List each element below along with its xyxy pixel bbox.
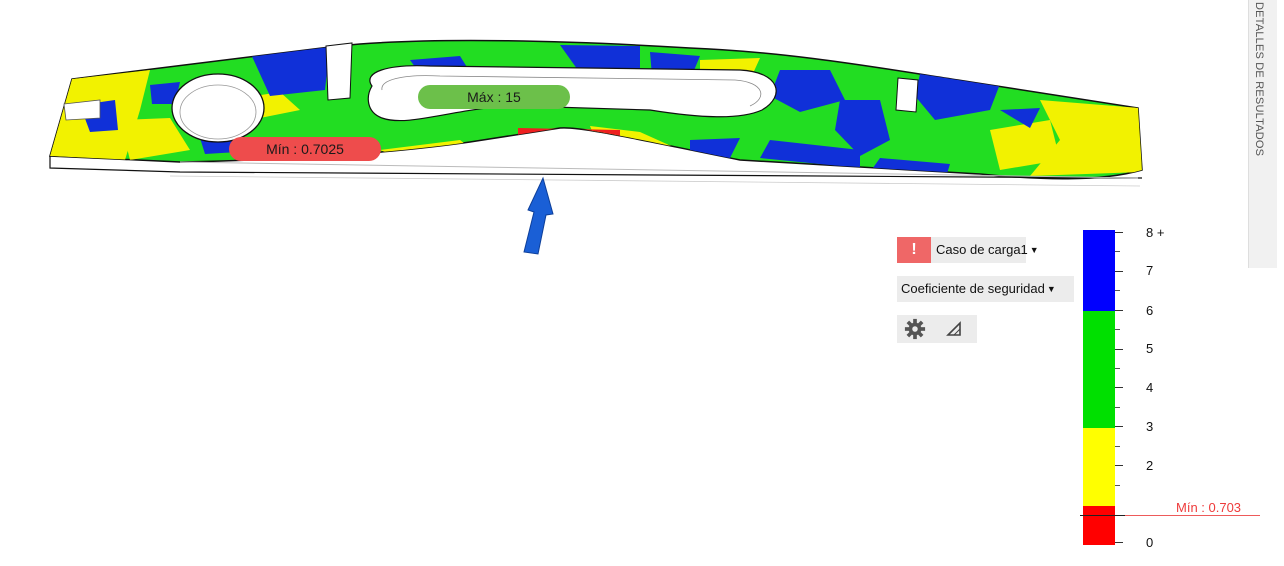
legend-tick <box>1115 271 1123 272</box>
legend-tick-minor <box>1115 407 1120 408</box>
legend-tick-minor <box>1115 446 1120 447</box>
legend-tick-minor <box>1115 251 1120 252</box>
result-type-label: Coeficiente de seguridad <box>901 281 1045 296</box>
warning-icon[interactable]: ! <box>897 237 931 263</box>
part-model[interactable] <box>49 39 1143 187</box>
legend-label: 2 <box>1146 458 1154 473</box>
legend-tick <box>1115 542 1123 543</box>
min-value-badge: Mín : 0.7025 <box>229 137 381 161</box>
legend-tick-minor <box>1115 290 1120 291</box>
load-case-label: Caso de carga1 <box>936 242 1028 257</box>
legend-label: 0 <box>1146 535 1154 550</box>
load-case-dropdown[interactable]: ! Caso de carga1 ▼ <box>897 237 1039 263</box>
legend-min-tick <box>1080 515 1125 516</box>
legend-min-label: Mín : 0.703 <box>1176 500 1242 515</box>
legend-label: 5 <box>1146 341 1154 356</box>
load-arrow-icon <box>523 176 554 255</box>
legend-tick <box>1115 232 1123 233</box>
chevron-down-icon: ▼ <box>1029 245 1039 255</box>
chevron-down-icon: ▼ <box>1046 284 1056 294</box>
gear-icon[interactable] <box>904 318 926 340</box>
legend-tick <box>1115 465 1123 466</box>
legend-label: 3 <box>1146 419 1154 434</box>
legend-band-green <box>1083 311 1115 428</box>
legend-tools <box>897 315 977 343</box>
legend-band-blue <box>1083 230 1115 311</box>
legend-band-red <box>1083 506 1115 545</box>
legend-band-yellow <box>1083 428 1115 506</box>
triangle-probe-icon[interactable] <box>945 320 963 338</box>
3d-viewport[interactable]: Máx : 15 Mín : 0.7025 <box>0 0 1240 566</box>
legend-label: 7 <box>1146 263 1154 278</box>
legend-tick-minor <box>1115 368 1120 369</box>
color-legend: 8 + 7 6 5 4 3 2 0 Mín : 0.703 <box>1080 225 1270 550</box>
legend-color-bar <box>1083 230 1115 545</box>
legend-label: 6 <box>1146 303 1154 318</box>
results-details-label: DETALLES DE RESULTADOS <box>1253 2 1265 157</box>
legend-tick-minor <box>1115 329 1120 330</box>
results-details-tab[interactable]: DETALLES DE RESULTADOS <box>1248 0 1277 268</box>
legend-tick <box>1115 349 1123 350</box>
legend-tick <box>1115 387 1123 388</box>
legend-label: 8 + <box>1146 225 1165 240</box>
legend-tick-minor <box>1115 485 1120 486</box>
legend-min-line <box>1125 515 1260 516</box>
legend-label: 4 <box>1146 380 1154 395</box>
legend-tick <box>1115 426 1123 427</box>
result-type-dropdown[interactable]: Coeficiente de seguridad ▼ <box>897 276 1074 302</box>
legend-tick <box>1115 310 1123 311</box>
max-value-badge: Máx : 15 <box>418 85 570 109</box>
